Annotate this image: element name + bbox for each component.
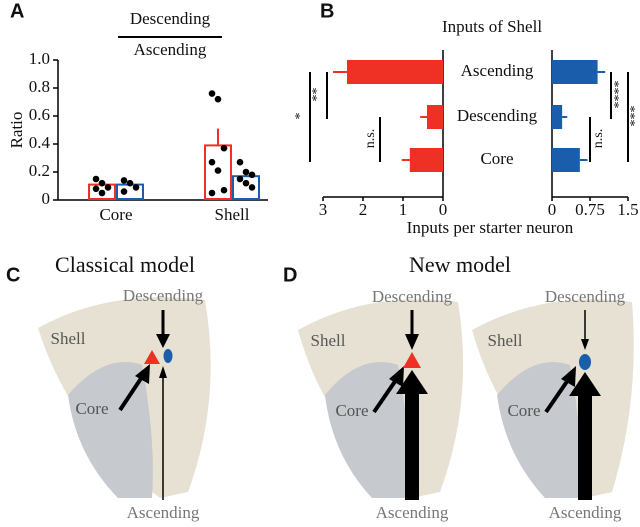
significance-label: **: [310, 88, 325, 102]
core-label: Core: [335, 401, 368, 420]
ascending-label: Ascending: [549, 503, 622, 522]
data-point: [126, 179, 134, 187]
core-arrow: [372, 378, 398, 414]
data-point: [92, 185, 100, 193]
arrow-head: [581, 339, 589, 350]
x-tick-label: 1.5: [617, 200, 638, 219]
bar: [427, 105, 443, 129]
ascending-arrow: [578, 394, 592, 500]
x-tick-label: 0: [548, 200, 557, 219]
data-point: [208, 158, 216, 166]
shell-neuron-red: [144, 350, 160, 364]
core-arrow: [118, 375, 144, 412]
y-tick-label: 0.6: [29, 105, 50, 124]
shell-neuron-blue: [579, 354, 591, 370]
core-region: [325, 361, 409, 498]
chart-title: Ascending: [134, 40, 207, 59]
data-point: [120, 188, 128, 195]
data-point: [220, 186, 228, 194]
data-point: [98, 179, 106, 187]
data-point: [236, 175, 244, 183]
y-axis-label: Ratio: [7, 112, 26, 149]
x-tick-label: Core: [99, 205, 132, 224]
significance-label: n.s.: [591, 129, 606, 148]
y-tick-label: 1.0: [29, 49, 50, 68]
diagram-title: New model: [409, 252, 511, 277]
core-label: Core: [75, 399, 108, 418]
diagram-c: Classical model Shell Core Descending As…: [38, 252, 211, 522]
data-point: [120, 177, 128, 184]
bar: [552, 105, 563, 129]
data-point: [92, 175, 100, 183]
data-point: [220, 144, 228, 152]
arrow-head: [156, 334, 170, 348]
data-point: [214, 95, 222, 103]
core-region: [497, 361, 581, 498]
data-point: [214, 167, 222, 174]
data-point: [236, 158, 244, 166]
shell-label: Shell: [311, 331, 346, 350]
diagram-d-right: Shell Core Descending Ascending: [472, 287, 634, 522]
chart-title: Inputs of Shell: [442, 17, 542, 36]
descending-label: Descending: [372, 287, 453, 306]
arrow-head: [135, 364, 150, 384]
x-axis-label: Inputs per starter neuron: [407, 218, 574, 237]
x-tick-label: 0: [439, 200, 448, 219]
category-label: Core: [480, 149, 513, 168]
arrow-head: [569, 372, 601, 396]
arrow-head: [561, 366, 576, 387]
x-tick-label: 3: [319, 200, 328, 219]
significance-label: ***: [628, 106, 640, 127]
shell-label: Shell: [51, 329, 86, 348]
shell-neuron-red: [403, 352, 421, 368]
diagram-title: Classical model: [55, 252, 195, 277]
significance-label: *: [293, 113, 308, 120]
data-point: [248, 171, 256, 179]
x-tick-label: 0.75: [575, 200, 605, 219]
core-label: Core: [507, 401, 540, 420]
x-tick-label: 1: [399, 200, 408, 219]
arrow-head: [159, 366, 167, 378]
ascending-label: Ascending: [376, 503, 449, 522]
data-point: [242, 179, 250, 187]
descending-label: Descending: [123, 286, 204, 305]
shell-label: Shell: [488, 331, 523, 350]
data-point: [208, 189, 216, 197]
bar: [552, 60, 598, 84]
bar: [409, 148, 443, 172]
category-label: Ascending: [461, 61, 534, 80]
core-arrow: [544, 378, 570, 414]
panel-label: B: [320, 0, 334, 22]
data-point: [104, 184, 112, 191]
ascending-label: Ascending: [127, 503, 200, 522]
data-point: [98, 189, 106, 197]
arrow-head: [396, 370, 428, 394]
shell-neuron-blue: [163, 349, 173, 363]
panel-label: D: [283, 264, 297, 286]
data-point: [208, 90, 216, 97]
y-tick-label: 0.2: [29, 161, 50, 180]
data-point: [132, 184, 140, 191]
significance-label: ****: [612, 81, 627, 109]
data-point: [248, 184, 256, 191]
arrow-head: [405, 334, 419, 350]
diagram-d-left: Shell Core Descending Ascending: [298, 287, 464, 522]
category-label: Descending: [457, 106, 538, 125]
y-tick-label: 0: [42, 189, 51, 208]
y-tick-label: 0.8: [29, 77, 50, 96]
panel-label: C: [6, 264, 20, 286]
x-tick-label: 2: [359, 200, 368, 219]
arrow-head: [389, 366, 404, 387]
x-tick-label: Shell: [215, 205, 250, 224]
y-tick-label: 0.4: [29, 133, 51, 152]
data-point: [242, 168, 250, 176]
bar: [552, 148, 580, 172]
ascending-arrow: [405, 392, 419, 500]
bar: [347, 60, 443, 84]
panel-label: A: [10, 0, 24, 22]
significance-label: n.s.: [363, 129, 378, 148]
descending-label: Descending: [545, 287, 626, 306]
chart-title: Descending: [130, 9, 211, 28]
